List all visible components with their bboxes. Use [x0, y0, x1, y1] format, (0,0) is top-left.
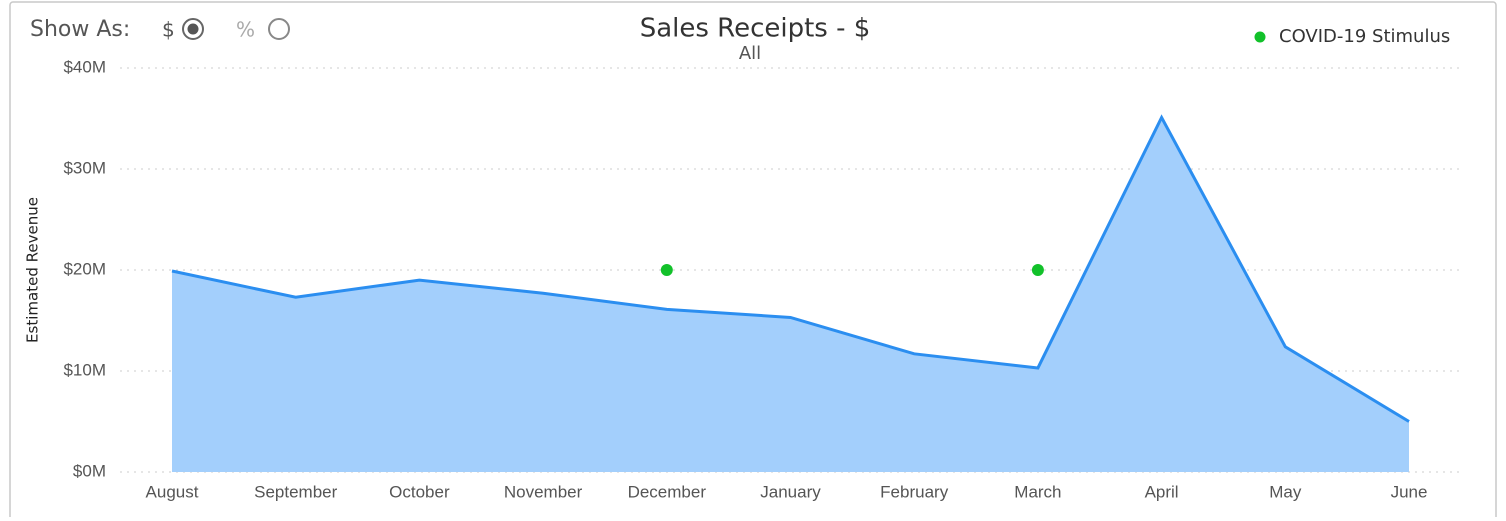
point — [660, 264, 673, 276]
chart-title: Sales Receipts - $ — [640, 14, 871, 44]
y-tick-label: $30M — [63, 158, 106, 177]
point — [1031, 264, 1044, 276]
option-percent[interactable]: % — [236, 18, 255, 42]
y-axis-label: Estimated Revenue — [24, 197, 42, 343]
legend-marker — [1254, 31, 1266, 43]
x-tick-label: May — [1269, 482, 1302, 501]
radio-percent[interactable] — [268, 18, 290, 40]
legend-label: COVID-19 Stimulus — [1279, 26, 1450, 47]
x-tick-label: January — [760, 482, 821, 501]
x-tick-label: November — [504, 482, 583, 501]
radio-dollar-dot — [187, 23, 199, 35]
x-tick-label: December — [628, 482, 707, 501]
area-line — [171, 114, 1410, 423]
show-as-label: Show As: — [30, 17, 130, 42]
y-tick-label: $20M — [63, 259, 106, 278]
chart-subtitle: All — [739, 43, 761, 64]
x-tick-label: August — [146, 482, 199, 501]
x-tick-label: February — [880, 482, 949, 501]
y-tick-label: $0M — [73, 461, 106, 480]
x-tick-label: October — [389, 482, 450, 501]
area-fill — [172, 117, 1409, 473]
y-tick-label: $40M — [63, 57, 106, 76]
y-tick-label: $10M — [63, 360, 106, 379]
x-tick-label: April — [1145, 482, 1179, 501]
x-tick-label: June — [1391, 482, 1428, 501]
x-tick-label: September — [254, 482, 337, 501]
option-dollar[interactable]: $ — [162, 18, 175, 42]
x-tick-label: March — [1014, 482, 1061, 501]
